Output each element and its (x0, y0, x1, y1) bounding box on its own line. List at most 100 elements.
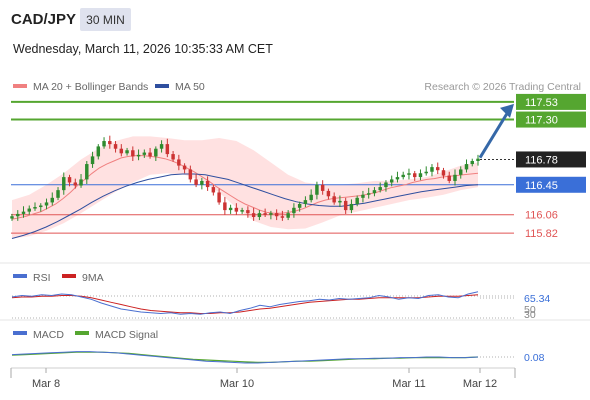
candle-body (228, 207, 233, 211)
candle (476, 154, 480, 166)
ma20-legend-swatch (13, 84, 27, 88)
macd-signal-line (11, 351, 479, 363)
candle-body (464, 164, 469, 170)
candle (165, 138, 170, 158)
candle-body (389, 179, 394, 183)
candle (349, 199, 354, 214)
candle-body (309, 194, 313, 201)
candle (464, 159, 469, 173)
timeframe-badge[interactable] (80, 8, 131, 31)
candle (395, 171, 400, 183)
candle (79, 174, 83, 188)
moving-average-layer (11, 155, 479, 239)
candle-body (125, 150, 129, 154)
candle (292, 203, 296, 218)
candle-body (332, 196, 336, 203)
candle (297, 201, 302, 212)
level-116-78-badge (516, 151, 586, 168)
candle-body (131, 150, 135, 157)
macd-line (11, 351, 479, 364)
candle-body (384, 182, 388, 188)
candle-body (453, 174, 457, 181)
candle-body (412, 173, 417, 178)
candle (372, 187, 377, 197)
candle-body (165, 144, 170, 155)
candle-body (211, 187, 216, 193)
candle (459, 166, 463, 179)
candle (223, 197, 227, 215)
candle-body (39, 205, 43, 208)
candle (194, 174, 198, 188)
candle-body (343, 200, 348, 211)
candle-body (315, 184, 319, 195)
candle-body (21, 211, 26, 214)
candle (412, 170, 417, 181)
ma20-line (11, 155, 479, 220)
candle-body (447, 175, 451, 181)
macd-signal-legend-swatch (75, 331, 89, 335)
x-tick-label: Mar 10 (220, 378, 254, 390)
candle-body (113, 144, 118, 149)
candle (286, 210, 290, 221)
candle (246, 206, 250, 218)
candle (418, 169, 423, 181)
candle-body (378, 187, 382, 191)
macd-signal-legend-label: MACD Signal (95, 329, 158, 341)
candle (27, 205, 31, 215)
candle (407, 168, 411, 180)
candle (154, 146, 158, 161)
macd-value-label: 0.08 (524, 352, 545, 364)
candle (332, 192, 336, 205)
candle (113, 141, 118, 153)
candle-body (436, 167, 440, 171)
rsi-ma-line (11, 294, 479, 314)
candle-body (418, 173, 423, 178)
candle-body (430, 167, 434, 172)
level-117-30-badge (516, 111, 586, 128)
ma50-legend-swatch (155, 84, 169, 88)
candle-body (194, 179, 198, 185)
candle-body (136, 154, 141, 157)
forecast-arrow-shaft (478, 111, 510, 159)
candle (119, 144, 124, 157)
candle (67, 174, 72, 187)
ma50-line (11, 173, 479, 239)
candle-body (292, 207, 296, 214)
candle-body (338, 200, 342, 203)
candle (263, 208, 267, 218)
level-labels-layer: 117.53 117.30 116.78 116.45 116.06 115.82 (516, 93, 586, 240)
candle (240, 207, 244, 214)
candle (251, 207, 256, 221)
candle (142, 149, 147, 158)
candle (188, 165, 193, 183)
candle (384, 180, 388, 192)
candle (102, 137, 106, 149)
candle-body (326, 190, 331, 197)
candle-body (10, 216, 14, 219)
candle-body (303, 200, 308, 204)
candle-body (251, 213, 256, 218)
candle (125, 147, 129, 156)
candle-body (188, 169, 193, 180)
candle (274, 209, 279, 221)
candle (366, 187, 371, 199)
candle-body (182, 165, 187, 170)
candle-body (240, 210, 244, 212)
candle (441, 167, 446, 179)
candle (303, 196, 308, 208)
candle (355, 195, 359, 207)
candle-body (154, 148, 158, 157)
candle-body (361, 194, 365, 198)
rsi-ma-legend-label: 9MA (82, 272, 104, 284)
candle-body (263, 213, 267, 215)
x-tick-label: Mar 11 (392, 378, 425, 390)
candle (182, 163, 187, 174)
candle (50, 192, 54, 206)
candle-body (148, 152, 152, 157)
candle (171, 151, 175, 162)
candle (269, 210, 273, 220)
candle (44, 198, 49, 210)
credit-label: Research © 2026 Trading Central (424, 81, 581, 93)
candle (309, 189, 313, 203)
rsi-legend-swatch (13, 274, 27, 278)
